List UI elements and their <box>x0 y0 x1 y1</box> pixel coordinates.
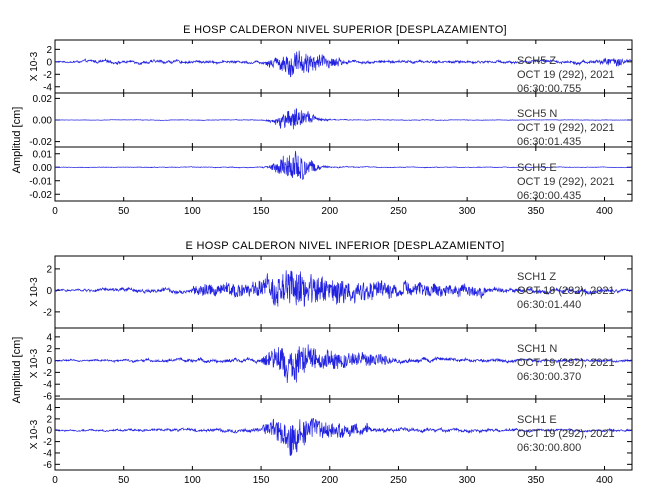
x-tick-label: 350 <box>527 206 544 217</box>
panel-frame <box>54 398 633 471</box>
time-label: 06:30:01.440 <box>517 299 581 311</box>
figure-inferior: E HOSP CALDERON NIVEL INFERIOR [DESPLAZA… <box>11 240 633 486</box>
date-label: OCT 19 (292), 2021 <box>517 357 615 369</box>
waveform-trace <box>54 107 633 130</box>
x-tick-label: 100 <box>184 475 201 486</box>
waveform-trace <box>54 344 633 384</box>
y-tick-label: 4 <box>46 332 52 343</box>
y-tick-label: 0 <box>46 356 52 367</box>
seismogram-panel: 420-2-4-6X 10-3 SCH1 E OCT 19 (292), 2021 0… <box>29 398 633 471</box>
figure-superior: E HOSP CALDERON NIVEL SUPERIOR [DESPLAZA… <box>11 24 633 217</box>
date-label: OCT 19 (292), 2021 <box>517 285 615 297</box>
time-label: 06:30:00.755 <box>517 83 581 95</box>
y-tick-label: -2 <box>43 70 52 81</box>
y-tick-label: 2 <box>46 45 52 56</box>
station-label: SCH5 E <box>517 162 557 174</box>
y-tick-label: 0.02 <box>33 94 53 105</box>
x-tick-label: 200 <box>321 206 338 217</box>
y-tick-label: -2 <box>43 437 52 448</box>
station-label: SCH5 N <box>517 108 557 120</box>
station-label: SCH1 E <box>517 414 557 426</box>
y-tick-label: -4 <box>43 380 52 391</box>
y-tick-label: -2 <box>43 307 52 318</box>
scale-label: X 10-3 <box>29 51 40 81</box>
x-tick-label: 0 <box>52 475 58 486</box>
scale-label: X 10-3 <box>29 348 40 378</box>
seismogram-panel: 2 0 -2X 10-3 SCH1 Z OCT 19 (292), 2021 06:30:… <box>29 255 633 329</box>
x-tick-label: 300 <box>459 206 476 217</box>
seismogram-panel: 20 -2-4X 10-3 SCH5 Z OCT 19 (292), 2021 06:3… <box>29 39 633 95</box>
time-label: 06:30:01.435 <box>517 136 581 148</box>
y-tick-label: -4 <box>43 448 52 459</box>
x-tick-label: 400 <box>596 206 613 217</box>
figure-title-inferior: E HOSP CALDERON NIVEL INFERIOR [DESPLAZA… <box>186 240 505 252</box>
time-label: 06:30:00.370 <box>517 371 581 383</box>
seismogram-panel: 0.01 0.00 -0.01 -0.02 SCH5 E OCT 19 (292), 20… <box>29 146 633 202</box>
y-tick-label: 0.01 <box>33 149 53 160</box>
y-tick-label: 4 <box>46 403 52 414</box>
station-label: SCH1 Z <box>517 271 556 283</box>
x-tick-label: 350 <box>527 475 544 486</box>
y-tick-label: -0.02 <box>29 137 52 148</box>
seismogram-panel: 420-2-4-6 X 10-3 SCH1 N OCT 19 (292), 2021 0… <box>29 327 633 403</box>
x-tick-label: 100 <box>184 206 201 217</box>
station-label: SCH5 Z <box>517 55 556 67</box>
y-tick-label: 0 <box>46 57 52 68</box>
waveform-trace <box>54 270 633 307</box>
date-label: OCT 19 (292), 2021 <box>517 122 615 134</box>
seismogram-panel: 0.02 0.00 -0.02 SCH5 N OCT 19 (292), 2021 06:… <box>29 92 633 148</box>
y-tick-label: 0.00 <box>33 163 53 174</box>
date-label: OCT 19 (292), 2021 <box>517 69 615 81</box>
time-label: 06:30:00.800 <box>517 442 581 454</box>
panel-frame <box>54 146 633 202</box>
waveform-trace <box>54 150 633 181</box>
y-tick-label: 2 <box>46 344 52 355</box>
y-tick-label: -6 <box>43 392 52 403</box>
y-tick-label: 0 <box>46 286 52 297</box>
y-tick-label: 0.00 <box>33 116 53 127</box>
y-tick-label: 2 <box>46 414 52 425</box>
x-tick-label: 50 <box>118 475 130 486</box>
y-tick-label: -0.02 <box>29 190 52 201</box>
y-tick-label: -4 <box>43 82 52 93</box>
x-tick-label: 400 <box>596 475 613 486</box>
y-tick-label: -0.01 <box>29 176 52 187</box>
x-tick-label: 150 <box>253 206 270 217</box>
y-tick-label: 2 <box>46 264 52 275</box>
figure-title-superior: E HOSP CALDERON NIVEL SUPERIOR [DESPLAZA… <box>183 24 507 36</box>
x-tick-label: 0 <box>52 206 58 217</box>
x-tick-label: 50 <box>118 206 130 217</box>
y-tick-label: -6 <box>43 460 52 471</box>
station-label: SCH1 N <box>517 343 557 355</box>
x-tick-label: 250 <box>390 475 407 486</box>
scale-label: X 10-3 <box>29 277 40 307</box>
y-tick-label: 0 <box>46 426 52 437</box>
date-label: OCT 19 (292), 2021 <box>517 428 615 440</box>
waveform-trace <box>54 50 633 78</box>
time-label: 06:30:00.435 <box>517 190 581 202</box>
waveform-trace <box>54 417 633 456</box>
x-tick-label: 250 <box>390 206 407 217</box>
y-axis-label-inferior: Amplitud [cm] <box>11 337 23 404</box>
x-tick-label: 300 <box>459 475 476 486</box>
y-tick-label: -2 <box>43 368 52 379</box>
x-tick-label: 150 <box>253 475 270 486</box>
date-label: OCT 19 (292), 2021 <box>517 176 615 188</box>
y-axis-label-superior: Amplitud [cm] <box>11 107 23 174</box>
x-tick-label: 200 <box>321 475 338 486</box>
scale-label: X 10-3 <box>29 419 40 449</box>
